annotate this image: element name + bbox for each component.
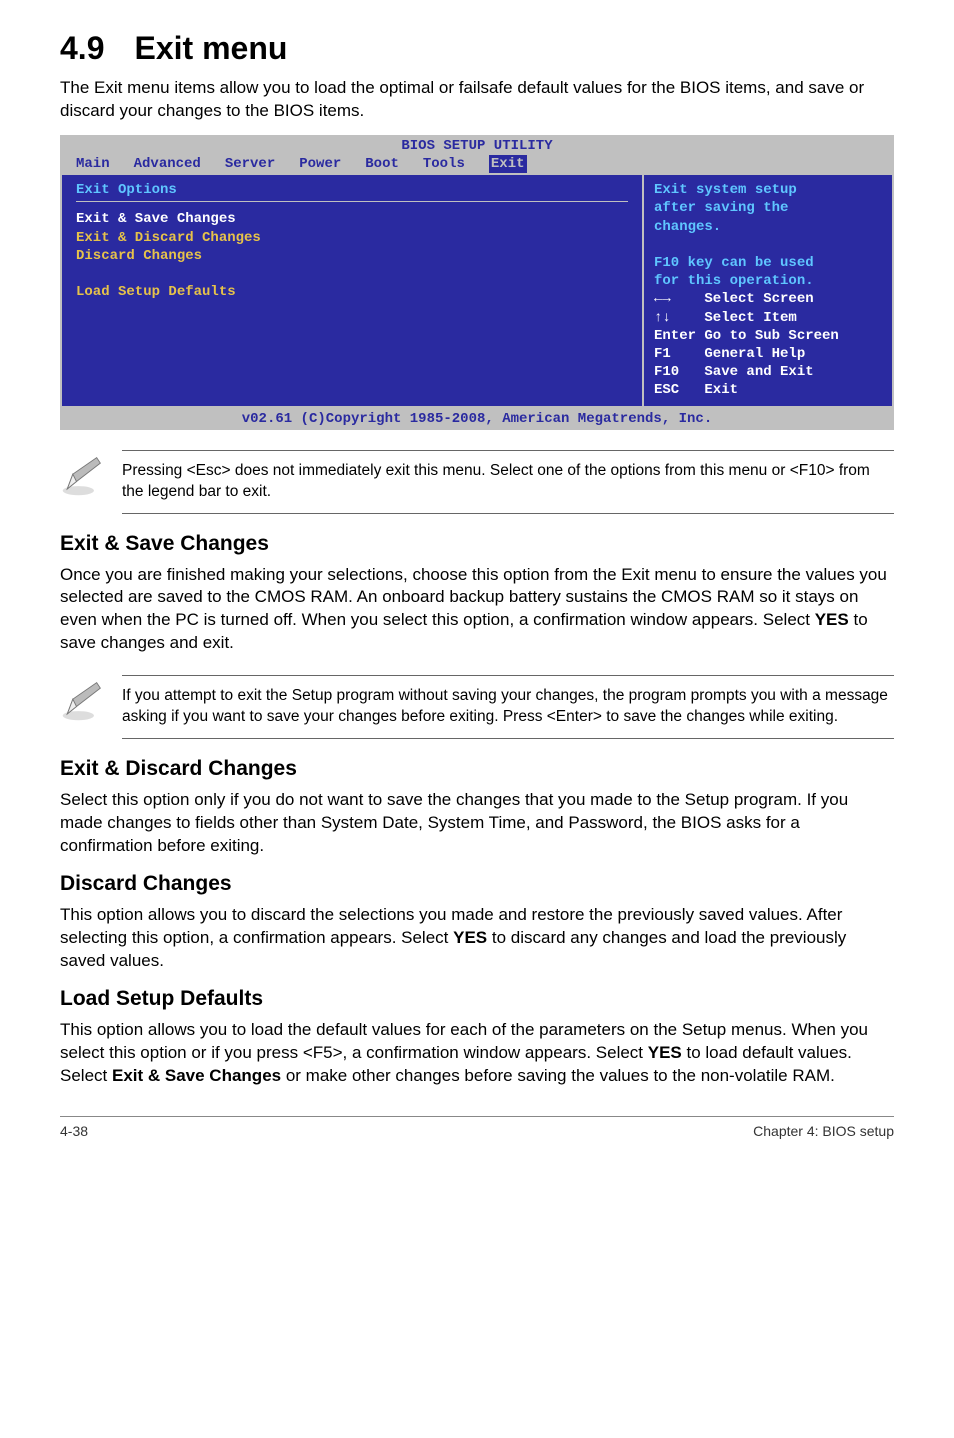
note-text: If you attempt to exit the Setup program… xyxy=(122,675,894,739)
bios-item: Load Setup Defaults xyxy=(76,283,628,301)
note-text: Pressing <Esc> does not immediately exit… xyxy=(122,450,894,514)
bios-left-pane: Exit Options Exit & Save Changes Exit & … xyxy=(60,175,644,407)
note-block: Pressing <Esc> does not immediately exit… xyxy=(60,450,894,514)
chapter-label: Chapter 4: BIOS setup xyxy=(753,1123,894,1139)
body-discard: This option allows you to discard the se… xyxy=(60,904,894,973)
subheading-save: Exit & Save Changes xyxy=(60,532,894,556)
bios-divider xyxy=(76,201,628,202)
bios-tab-tools: Tools xyxy=(423,155,465,173)
pencil-icon xyxy=(60,454,104,503)
bios-item: Discard Changes xyxy=(76,247,628,265)
bios-body: Exit Options Exit & Save Changes Exit & … xyxy=(60,175,894,407)
bios-item: Exit & Save Changes xyxy=(76,210,628,228)
body-discard-exit: Select this option only if you do not wa… xyxy=(60,789,894,858)
pencil-icon xyxy=(60,679,104,728)
subheading-defaults: Load Setup Defaults xyxy=(60,987,894,1011)
subheading-discard-exit: Exit & Discard Changes xyxy=(60,757,894,781)
subheading-discard: Discard Changes xyxy=(60,872,894,896)
intro-paragraph: The Exit menu items allow you to load th… xyxy=(60,77,894,123)
bios-options-heading: Exit Options xyxy=(76,181,628,199)
bios-help-keys: ←→ Select Screen ↑↓ Select Item Enter Go… xyxy=(654,290,882,399)
bios-tab-main: Main xyxy=(76,155,110,173)
bios-tab-boot: Boot xyxy=(365,155,399,173)
section-number: 4.9 xyxy=(60,30,104,67)
bios-help-top: Exit system setup after saving the chang… xyxy=(654,181,882,290)
bios-tab-advanced: Advanced xyxy=(134,155,201,173)
page-number: 4-38 xyxy=(60,1123,88,1139)
body-save: Once you are finished making your select… xyxy=(60,564,894,656)
bios-item: Exit & Discard Changes xyxy=(76,229,628,247)
page-footer: 4-38 Chapter 4: BIOS setup xyxy=(60,1116,894,1139)
bios-tab-power: Power xyxy=(299,155,341,173)
bios-tab-server: Server xyxy=(225,155,275,173)
bios-tab-exit: Exit xyxy=(489,155,527,173)
bios-footer: v02.61 (C)Copyright 1985-2008, American … xyxy=(60,408,894,430)
bios-title-bar: BIOS SETUP UTILITY xyxy=(60,135,894,155)
bios-right-pane: Exit system setup after saving the chang… xyxy=(644,175,894,407)
section-title-text: Exit menu xyxy=(134,30,287,66)
section-heading: 4.9 Exit menu xyxy=(60,30,894,67)
bios-tab-row: Main Advanced Server Power Boot Tools Ex… xyxy=(60,155,894,175)
body-defaults: This option allows you to load the defau… xyxy=(60,1019,894,1088)
bios-screenshot: BIOS SETUP UTILITY Main Advanced Server … xyxy=(60,135,894,430)
note-block: If you attempt to exit the Setup program… xyxy=(60,675,894,739)
